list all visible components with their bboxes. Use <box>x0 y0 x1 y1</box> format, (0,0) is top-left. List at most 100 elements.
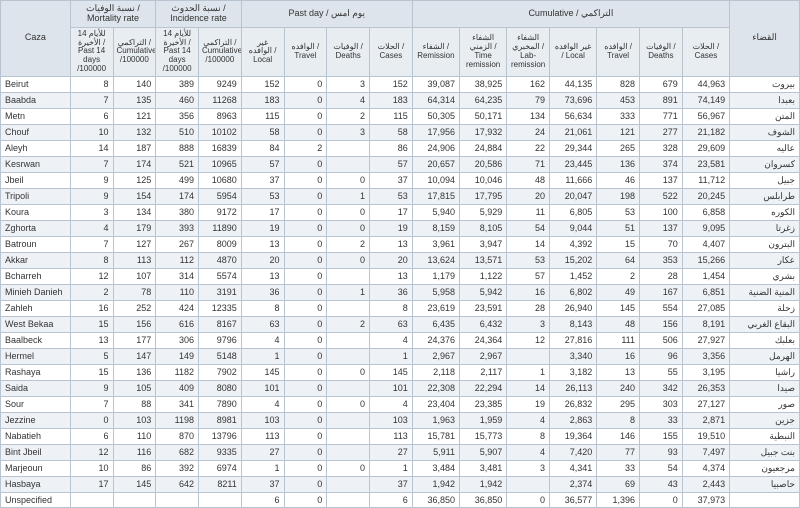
day-cases: 58 <box>370 124 413 140</box>
cum-cases: 7,497 <box>682 444 729 460</box>
day-local: 4 <box>241 396 284 412</box>
day-travel: 0 <box>284 108 327 124</box>
day-travel: 0 <box>284 268 327 284</box>
incidence-14: 149 <box>156 348 199 364</box>
cum-lab-remission: 22 <box>507 140 550 156</box>
table-row: Kesrwan7174521109655705720,65720,5867123… <box>1 156 800 172</box>
cum-travel: 13 <box>597 364 640 380</box>
cum-cases: 1,454 <box>682 268 729 284</box>
cum-travel: 15 <box>597 236 640 252</box>
cum-deaths: 43 <box>640 476 683 492</box>
mortality-14: 13 <box>70 332 113 348</box>
cum-cases: 27,085 <box>682 300 729 316</box>
caza-name-ar: المتن <box>730 108 800 124</box>
day-travel: 0 <box>284 460 327 476</box>
incidence-14: 393 <box>156 220 199 236</box>
cum-lab-remission: 16 <box>507 284 550 300</box>
cum-time-remission: 1,122 <box>460 268 507 284</box>
mortality-14: 15 <box>70 364 113 380</box>
mortality-14: 12 <box>70 444 113 460</box>
incidence-cumul: 8211 <box>199 476 242 492</box>
day-travel: 0 <box>284 124 327 140</box>
day-cases: 4 <box>370 332 413 348</box>
day-cases: 8 <box>370 300 413 316</box>
incidence-14: 521 <box>156 156 199 172</box>
caza-name-ar: بعبدا <box>730 92 800 108</box>
incidence-14: 870 <box>156 428 199 444</box>
day-deaths: 4 <box>327 92 370 108</box>
incidence-cumul: 9249 <box>199 76 242 92</box>
table-row: Hasbaya171456428211370371,9421,9422,3746… <box>1 476 800 492</box>
cum-local: 9,044 <box>550 220 597 236</box>
caza-name-ar: بنت جبيل <box>730 444 800 460</box>
day-deaths: 0 <box>327 220 370 236</box>
day-deaths <box>327 476 370 492</box>
cum-deaths: 93 <box>640 444 683 460</box>
day-cases: 17 <box>370 204 413 220</box>
table-row: Metn612135689631150211550,30550,17113456… <box>1 108 800 124</box>
cum-time-remission: 5,942 <box>460 284 507 300</box>
cum-lab-remission <box>507 348 550 364</box>
cum-remission: 5,911 <box>412 444 459 460</box>
day-travel: 0 <box>284 412 327 428</box>
cum-remission: 24,376 <box>412 332 459 348</box>
cum-lab-remission: 14 <box>507 380 550 396</box>
caza-name-ar: بيروت <box>730 76 800 92</box>
cum-cases: 8,191 <box>682 316 729 332</box>
cum-time-remission: 3,947 <box>460 236 507 252</box>
incidence-cumul: 8963 <box>199 108 242 124</box>
day-travel: 0 <box>284 396 327 412</box>
day-local: 57 <box>241 156 284 172</box>
cum-time-remission: 8,105 <box>460 220 507 236</box>
cum-cases: 26,353 <box>682 380 729 396</box>
day-deaths <box>327 156 370 172</box>
caza-name-ar: بعلبك <box>730 332 800 348</box>
day-travel: 0 <box>284 204 327 220</box>
cum-deaths: 156 <box>640 316 683 332</box>
cum-lab-remission <box>507 476 550 492</box>
mortality-cumul: 136 <box>113 364 156 380</box>
day-cases: 53 <box>370 188 413 204</box>
caza-name-en: Minieh Danieh <box>1 284 71 300</box>
incidence-cumul: 13796 <box>199 428 242 444</box>
cum-time-remission: 17,795 <box>460 188 507 204</box>
cum-lab-remission: 12 <box>507 332 550 348</box>
caza-name-en: Bint Jbeil <box>1 444 71 460</box>
day-cases: 20 <box>370 252 413 268</box>
day-local: 17 <box>241 204 284 220</box>
day-local: 36 <box>241 284 284 300</box>
cum-cases: 21,182 <box>682 124 729 140</box>
day-deaths <box>327 380 370 396</box>
cum-time-remission: 5,907 <box>460 444 507 460</box>
cum-remission: 39,087 <box>412 76 459 92</box>
caza-name-en: Baalbeck <box>1 332 71 348</box>
cum-time-remission: 20,586 <box>460 156 507 172</box>
day-local: 19 <box>241 220 284 236</box>
hdr-deaths: الوفيات / Deaths <box>327 27 370 76</box>
day-local: 145 <box>241 364 284 380</box>
day-deaths: 0 <box>327 172 370 188</box>
cum-cases: 4,407 <box>682 236 729 252</box>
cum-travel: 198 <box>597 188 640 204</box>
incidence-14: 1198 <box>156 412 199 428</box>
incidence-14: 392 <box>156 460 199 476</box>
day-deaths: 1 <box>327 284 370 300</box>
cum-travel: 46 <box>597 172 640 188</box>
cum-remission: 20,657 <box>412 156 459 172</box>
cum-local: 2,374 <box>550 476 597 492</box>
cum-deaths: 342 <box>640 380 683 396</box>
cum-time-remission: 64,235 <box>460 92 507 108</box>
caza-name-ar: الكوره <box>730 204 800 220</box>
cum-deaths: 891 <box>640 92 683 108</box>
cum-cases: 11,712 <box>682 172 729 188</box>
caza-name-ar: البترون <box>730 236 800 252</box>
cum-remission: 22,308 <box>412 380 459 396</box>
cum-deaths: 522 <box>640 188 683 204</box>
cum-travel: 265 <box>597 140 640 156</box>
mortality-14: 9 <box>70 380 113 396</box>
cum-remission: 17,815 <box>412 188 459 204</box>
day-cases: 113 <box>370 428 413 444</box>
incidence-cumul: 11890 <box>199 220 242 236</box>
day-deaths <box>327 412 370 428</box>
cum-local: 15,202 <box>550 252 597 268</box>
